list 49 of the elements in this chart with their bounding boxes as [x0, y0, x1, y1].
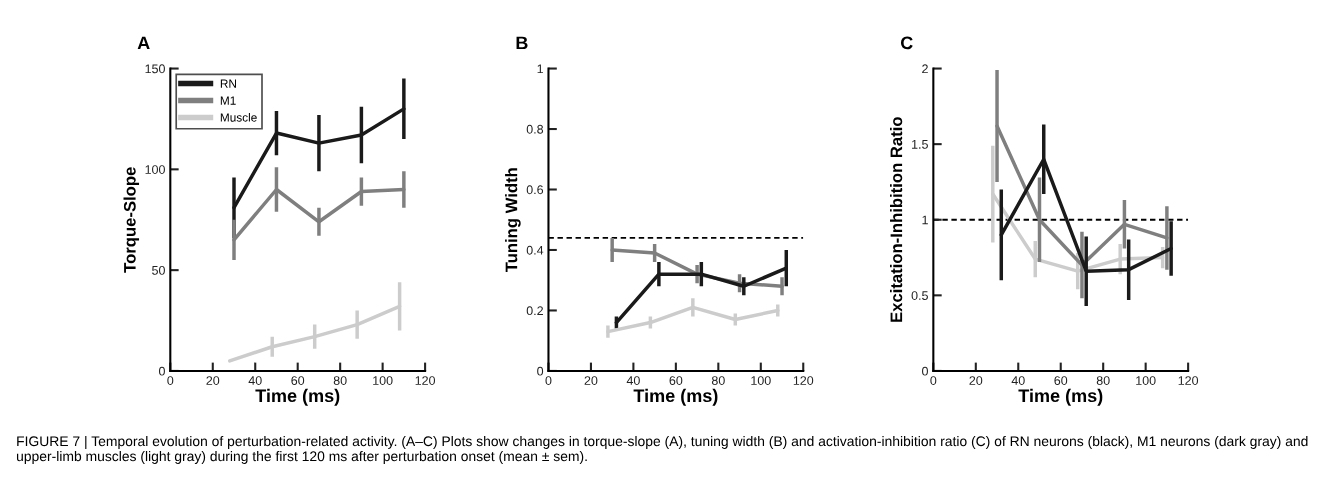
y-tick-label: 0	[537, 366, 544, 376]
x-tick-label: 0	[545, 376, 552, 385]
chart-title: B	[516, 36, 528, 50]
x-tick-label: 20	[584, 376, 598, 385]
x-tick-label: 60	[291, 376, 305, 385]
x-tick-label: 80	[333, 376, 347, 385]
legend-label: Muscle	[220, 112, 257, 122]
x-tick-label: 120	[793, 376, 814, 385]
y-tick-label: 0	[922, 366, 928, 376]
x-tick-label: 40	[248, 376, 262, 385]
y-tick-label: 0.8	[526, 124, 544, 134]
y-tick-label: 0.5	[911, 291, 928, 300]
y-tick-label: 0.6	[526, 185, 544, 195]
y-tick-label: 0.4	[526, 245, 544, 255]
x-tick-label: 20	[969, 376, 983, 385]
y-tick-label: 150	[145, 64, 165, 74]
legend-label: M1	[220, 96, 236, 105]
x-tick-label: 80	[711, 376, 725, 385]
y-tick-label: 50	[152, 265, 165, 275]
chart-title: C	[900, 36, 913, 50]
x-tick-label: 0	[167, 376, 174, 385]
legend-label: RN	[220, 79, 236, 88]
caption: FIGURE 7 | Temporal evolution of perturbation-related activity. (A–C) Plots show changes in torque-slope (A), tuning width (B) and activation-inhibition ratio (C) of RN neurons (black), M1 neurons (dark gray) and upper-limb muscles (light gray) during the first 120 ms after perturbation onset (mean ± sem).	[16, 435, 1308, 464]
x-tick-label: 60	[1054, 376, 1068, 385]
x-axis-title: Time (ms)	[255, 388, 340, 406]
y-axis-title: Torque-Slope	[123, 167, 140, 273]
x-tick-label: 120	[1178, 376, 1199, 385]
x-axis-title: Time (ms)	[1018, 388, 1103, 406]
chart-title: A	[137, 36, 150, 50]
x-tick-label: 40	[626, 376, 640, 385]
y-axis-title: Excitation-Inhibition Ratio	[890, 117, 903, 322]
x-tick-label: 80	[1096, 376, 1110, 385]
y-tick-label: 0.2	[526, 306, 543, 316]
y-tick-label: 100	[145, 165, 165, 174]
x-tick-label: 100	[373, 376, 393, 385]
y-tick-label: 0	[158, 366, 165, 376]
x-tick-label: 40	[1011, 376, 1025, 385]
x-tick-label: 20	[206, 376, 220, 385]
x-tick-label: 100	[1136, 376, 1156, 385]
x-tick-label: 0	[930, 376, 937, 385]
y-tick-label: 1	[537, 64, 543, 74]
y-tick-label: 2	[922, 64, 928, 74]
x-tick-label: 120	[415, 376, 436, 385]
y-tick-label: 1	[922, 215, 928, 225]
x-axis-title: Time (ms)	[633, 388, 718, 406]
x-tick-label: 60	[669, 376, 683, 385]
y-axis-title: Tuning Width	[505, 168, 521, 273]
y-tick-label: 1.5	[912, 140, 928, 149]
x-tick-label: 100	[751, 376, 771, 385]
